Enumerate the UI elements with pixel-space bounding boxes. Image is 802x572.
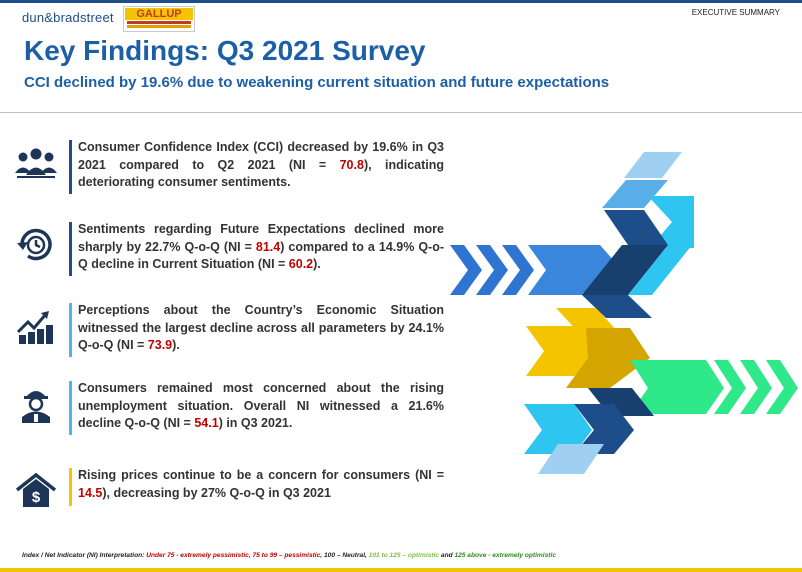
ni-interpretation-legend: Index / Net Indicator (NI) Interpretatio… <box>22 552 556 559</box>
ni-value: 60.2 <box>288 257 314 271</box>
chevron-arrow-shape <box>714 360 746 414</box>
clock-refresh-icon <box>17 228 52 261</box>
arrow-band-shape <box>566 328 650 388</box>
chevron-arrow-shape <box>450 245 482 295</box>
arrow-spine-shape <box>628 245 692 295</box>
chevron-arrow-shape <box>502 245 534 295</box>
chevron-arrow-shape <box>538 444 604 474</box>
chevron-arrow-shape <box>766 360 798 414</box>
finding-text: Consumer Confidence Index (CCI) decrease… <box>78 140 444 189</box>
page-title: Key Findings: Q3 2021 Survey <box>24 35 426 66</box>
arrow-band-shape <box>648 196 694 248</box>
finding-text: Sentiments regarding Future Expectations… <box>78 222 444 271</box>
page-subtitle: CCI declined by 19.6% due to weakening c… <box>24 74 610 91</box>
finding-accent-bar <box>69 303 72 357</box>
arrow-spine-shape <box>582 295 652 318</box>
gallup-logo-text: GALLUP <box>125 8 193 20</box>
arrow-band-shape <box>574 404 634 454</box>
house-dollar-icon: $ <box>15 472 57 507</box>
svg-text:$: $ <box>32 489 41 506</box>
chevron-arrow-shape <box>624 152 682 178</box>
bottom-accent-strip <box>0 568 802 572</box>
finding-accent-bar <box>69 140 72 194</box>
arrow-spine-shape <box>582 245 668 295</box>
chevron-arrow-shape <box>602 180 668 208</box>
ni-value: 14.5 <box>78 485 103 500</box>
finding-accent-bar <box>69 381 72 435</box>
people-group-icon <box>15 148 57 178</box>
top-accent-strip <box>0 0 802 3</box>
finding-accent-bar <box>69 468 72 506</box>
decorative-arrow-art <box>450 152 798 474</box>
finding-text: Consumers remained most concerned about … <box>78 381 444 430</box>
finding-text: Rising prices continue to be a concern f… <box>78 468 444 500</box>
arrow-spine-shape <box>604 210 668 245</box>
chevron-arrow-shape <box>740 360 772 414</box>
finding-text: Perceptions about the Country’s Economic… <box>78 303 444 352</box>
growth-chart-icon <box>16 311 53 344</box>
section-label: EXECUTIVE SUMMARY <box>691 8 780 17</box>
gallup-logo: GALLUP <box>123 6 195 32</box>
arrow-band-shape <box>630 360 724 414</box>
dun-bradstreet-logo: dun&bradstreet <box>22 10 114 25</box>
arrow-band-shape <box>524 404 592 454</box>
worker-helmet-icon <box>22 391 50 423</box>
gallup-logo-stripe <box>127 21 191 24</box>
ni-value: 54.1 <box>194 416 219 430</box>
ni-value: 73.9 <box>147 338 173 352</box>
chevron-arrow-shape <box>476 245 508 295</box>
gallup-logo-stripe <box>127 25 191 28</box>
header-divider <box>0 112 802 113</box>
arrow-band-shape <box>556 308 620 334</box>
ni-value: 70.8 <box>339 157 364 172</box>
ni-value: 81.4 <box>255 239 281 254</box>
finding-accent-bar <box>69 222 72 276</box>
